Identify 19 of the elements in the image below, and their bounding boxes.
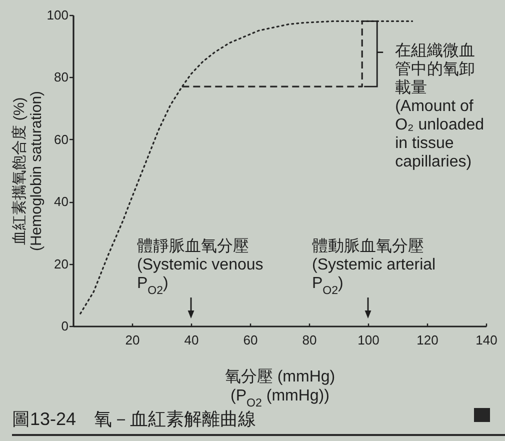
y-tick-label: 60	[54, 132, 68, 147]
x-tick-label: 100	[358, 332, 380, 348]
x-tick-label: 60	[243, 332, 258, 348]
x-tick-label: 80	[302, 332, 317, 348]
x-tick-label: 40	[184, 332, 199, 348]
annotation: 體靜脈血氧分壓 (Systemic venous P$_{O2}$)	[137, 237, 264, 297]
x-tick-label: 120	[416, 332, 438, 348]
annotation: 在組織微血管中的氧卸載量 (Amount of O₂ unloaded in tissue capillaries)	[395, 41, 484, 170]
text: 圖13-24 氧－血紅素解離曲線	[12, 409, 256, 429]
y-tick-label: 0	[61, 318, 68, 334]
y-tick-label: 80	[54, 70, 68, 85]
x-tick-label: 20	[125, 332, 140, 348]
x-tick-label: 140	[476, 332, 498, 348]
y-tick-label: 20	[54, 256, 68, 272]
annotation: 體動脈血氧分壓 (Systemic arterial P$_{O2}$)	[312, 237, 436, 297]
y-tick-label: 40	[54, 194, 68, 210]
y-tick-label: 100	[46, 8, 68, 22]
y-axis-title: 血紅素攜氧飽合度 (%) (Hemoglobin saturation)	[10, 90, 45, 252]
x-axis-title: 氧分壓 (mmHg) (P$_{O2}$ (mmHg))	[224, 368, 336, 410]
